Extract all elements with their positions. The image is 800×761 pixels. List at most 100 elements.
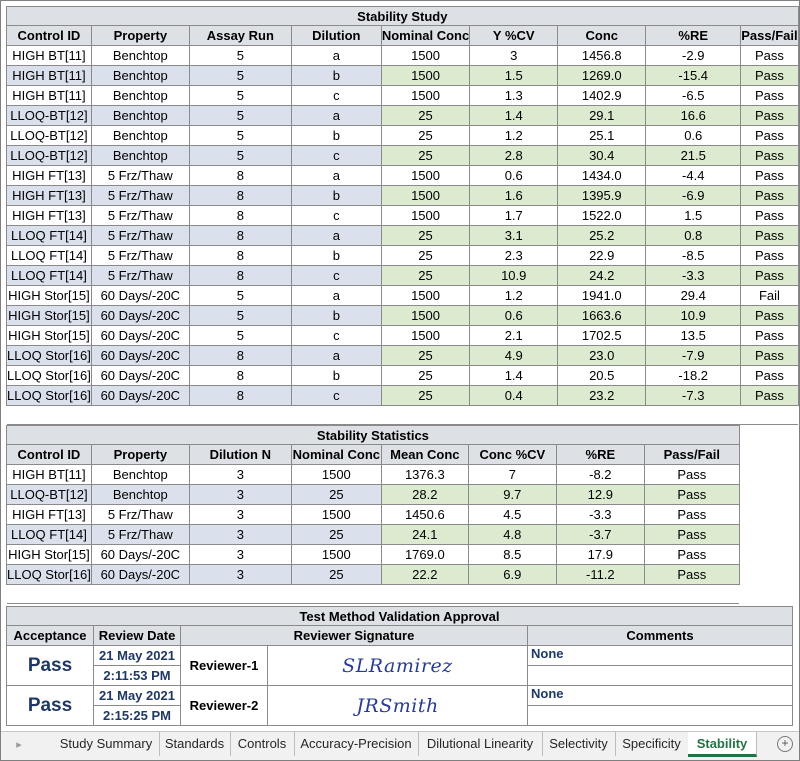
cell-nominal-conc[interactable]: 25 (290, 564, 382, 585)
cell-control-id[interactable]: HIGH Stor[15] (6, 325, 92, 346)
cell-assay-run[interactable]: 5 (188, 65, 292, 86)
cell-assay-run[interactable]: 5 (188, 45, 292, 66)
cell-conc-cv[interactable]: 6.9 (467, 564, 557, 585)
cell-pass-fail[interactable]: Pass (740, 325, 799, 346)
cell-pass-fail[interactable]: Pass (740, 185, 799, 206)
cell-dilution[interactable]: c (290, 265, 382, 286)
cell-nominal-conc[interactable]: 1500 (380, 85, 471, 106)
cell-property[interactable]: 5 Frz/Thaw (90, 524, 190, 545)
cell-dilution[interactable]: b (290, 365, 382, 386)
cell-y-cv[interactable]: 2.3 (469, 245, 559, 266)
cell-control-id[interactable]: LLOQ FT[14] (6, 225, 92, 246)
cell-y-cv[interactable]: 1.4 (469, 365, 559, 386)
cell-y-cv[interactable]: 1.2 (469, 125, 559, 146)
cell-nominal-conc[interactable]: 1500 (380, 325, 471, 346)
cell-re[interactable]: -11.2 (555, 564, 645, 585)
cell-re[interactable]: 17.9 (555, 544, 645, 565)
cell-re[interactable]: -15.4 (645, 65, 742, 86)
cell-pass-fail[interactable]: Pass (740, 205, 799, 226)
cell-conc[interactable]: 1395.9 (557, 185, 647, 206)
cell-dilution[interactable]: a (290, 165, 382, 186)
cell-assay-run[interactable]: 8 (188, 265, 292, 286)
cell-conc[interactable]: 1663.6 (557, 305, 647, 326)
cell-re[interactable]: 0.8 (645, 225, 742, 246)
cell-y-cv[interactable]: 1.3 (469, 85, 559, 106)
cell-pass-fail[interactable]: Fail (740, 285, 799, 306)
cell-control-id[interactable]: HIGH BT[11] (6, 45, 92, 66)
cell-conc[interactable]: 1402.9 (557, 85, 647, 106)
cell-pass-fail[interactable]: Pass (740, 345, 799, 366)
cell-re[interactable]: -2.9 (645, 45, 742, 66)
cell-y-cv[interactable]: 1.4 (469, 105, 559, 126)
cell-y-cv[interactable]: 1.2 (469, 285, 559, 306)
cell-re[interactable]: 1.5 (645, 205, 742, 226)
cell-pass-fail[interactable]: Pass (643, 504, 740, 525)
cell-nominal-conc[interactable]: 1500 (380, 165, 471, 186)
cell-y-cv[interactable]: 3 (469, 45, 559, 66)
cell-property[interactable]: Benchtop (90, 484, 190, 505)
cell-conc-cv[interactable]: 4.8 (467, 524, 557, 545)
cell-nominal-conc[interactable]: 1500 (290, 464, 382, 485)
cell-conc[interactable]: 25.2 (557, 225, 647, 246)
cell-dilution[interactable]: b (290, 245, 382, 266)
cell-nominal-conc[interactable]: 25 (380, 225, 471, 246)
cell-pass-fail[interactable]: Pass (740, 65, 799, 86)
cell-y-cv[interactable]: 3.1 (469, 225, 559, 246)
cell-pass-fail[interactable]: Pass (740, 145, 799, 166)
sheet-tab-dilutional-linearity[interactable]: Dilutional Linearity (418, 732, 543, 756)
cell-pass-fail[interactable]: Pass (740, 365, 799, 386)
sheet-tab-standards[interactable]: Standards (159, 732, 231, 756)
cell-control-id[interactable]: HIGH Stor[15] (6, 544, 92, 565)
cell-mean-conc[interactable]: 24.1 (380, 524, 469, 545)
cell-dilution-n[interactable]: 3 (188, 564, 292, 585)
sheet-tab-specificity[interactable]: Specificity (615, 732, 689, 756)
cell-property[interactable]: 60 Days/-20C (90, 285, 190, 306)
cell-assay-run[interactable]: 5 (188, 285, 292, 306)
cell-dilution[interactable]: a (290, 345, 382, 366)
cell-property[interactable]: 60 Days/-20C (90, 325, 190, 346)
cell-nominal-conc[interactable]: 1500 (290, 544, 382, 565)
cell-conc[interactable]: 20.5 (557, 365, 647, 386)
cell-conc-cv[interactable]: 7 (467, 464, 557, 485)
cell-conc[interactable]: 1702.5 (557, 325, 647, 346)
cell-property[interactable]: 5 Frz/Thaw (90, 205, 190, 226)
cell-conc[interactable]: 22.9 (557, 245, 647, 266)
cell-re[interactable]: -7.3 (645, 385, 742, 406)
cell-y-cv[interactable]: 0.6 (469, 305, 559, 326)
cell-control-id[interactable]: LLOQ-BT[12] (6, 105, 92, 126)
cell-dilution[interactable]: c (290, 325, 382, 346)
cell-nominal-conc[interactable]: 25 (380, 385, 471, 406)
cell-property[interactable]: Benchtop (90, 65, 190, 86)
cell-control-id[interactable]: LLOQ Stor[16] (6, 385, 92, 406)
cell-assay-run[interactable]: 8 (188, 245, 292, 266)
cell-re[interactable]: -8.2 (555, 464, 645, 485)
cell-assay-run[interactable]: 8 (188, 185, 292, 206)
cell-property[interactable]: Benchtop (90, 464, 190, 485)
cell-property[interactable]: 5 Frz/Thaw (90, 165, 190, 186)
cell-nominal-conc[interactable]: 1500 (380, 205, 471, 226)
cell-conc[interactable]: 1456.8 (557, 45, 647, 66)
cell-control-id[interactable]: HIGH Stor[15] (6, 305, 92, 326)
sheet-tab-accuracy-precision[interactable]: Accuracy-Precision (294, 732, 419, 756)
cell-mean-conc[interactable]: 1769.0 (380, 544, 469, 565)
cell-dilution-n[interactable]: 3 (188, 544, 292, 565)
cell-control-id[interactable]: HIGH FT[13] (6, 185, 92, 206)
cell-assay-run[interactable]: 5 (188, 325, 292, 346)
cell-property[interactable]: 60 Days/-20C (90, 365, 190, 386)
sheet-tab-study-summary[interactable]: Study Summary (53, 732, 160, 756)
sheet-tab-stability[interactable]: Stability (688, 732, 757, 757)
comment-1[interactable]: None (527, 645, 793, 666)
cell-mean-conc[interactable]: 28.2 (380, 484, 469, 505)
cell-control-id[interactable]: LLOQ-BT[12] (6, 484, 92, 505)
cell-y-cv[interactable]: 4.9 (469, 345, 559, 366)
cell-y-cv[interactable]: 1.7 (469, 205, 559, 226)
cell-nominal-conc[interactable]: 25 (380, 345, 471, 366)
cell-y-cv[interactable]: 1.6 (469, 185, 559, 206)
cell-pass-fail[interactable]: Pass (740, 45, 799, 66)
cell-control-id[interactable]: HIGH BT[11] (6, 85, 92, 106)
cell-conc[interactable]: 23.2 (557, 385, 647, 406)
comment-2[interactable]: None (527, 685, 793, 706)
cell-assay-run[interactable]: 8 (188, 225, 292, 246)
cell-dilution[interactable]: a (290, 45, 382, 66)
cell-re[interactable]: 16.6 (645, 105, 742, 126)
